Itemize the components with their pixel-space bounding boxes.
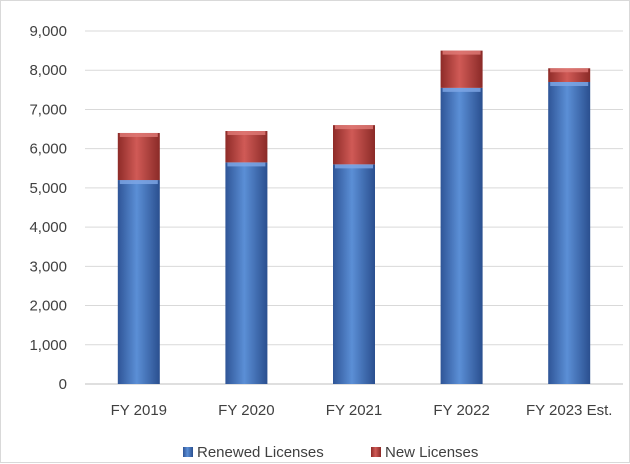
bar-highlight-new-4 <box>550 68 589 73</box>
x-tick-label: FY 2019 <box>111 402 167 419</box>
bar-renewed-0 <box>117 180 160 384</box>
bar-highlight-new-1 <box>227 131 266 136</box>
bar-highlight-new-3 <box>442 50 481 55</box>
legend-renewed-label: Renewed Licenses <box>197 444 324 461</box>
bar-new-1 <box>225 131 268 163</box>
y-tick-label: 5,000 <box>29 180 67 197</box>
legend: Renewed Licenses New Licenses <box>183 444 478 461</box>
y-tick-label: 1,000 <box>29 337 67 354</box>
bar-new-0 <box>117 132 160 181</box>
x-tick-label: FY 2022 <box>433 402 489 419</box>
bars <box>117 50 591 384</box>
y-tick-label: 7,000 <box>29 101 67 118</box>
legend-renewed: Renewed Licenses <box>183 444 324 461</box>
x-tick-label: FY 2021 <box>326 402 382 419</box>
bar-highlight-renewed-4 <box>550 81 589 86</box>
legend-new-label: New Licenses <box>385 444 478 461</box>
bar-highlight-new-2 <box>335 125 373 130</box>
legend-renewed-swatch <box>183 447 193 457</box>
bar-renewed-4 <box>548 81 591 384</box>
bar-highlight-renewed-0 <box>119 180 158 185</box>
legend-new: New Licenses <box>371 444 478 461</box>
bar-highlight-new-0 <box>119 132 158 137</box>
bar-renewed-2 <box>333 164 375 384</box>
y-tick-label: 0 <box>59 376 67 393</box>
bar-new-2 <box>333 125 375 165</box>
bar-highlight-renewed-3 <box>442 87 481 92</box>
y-tick-label: 6,000 <box>29 141 67 158</box>
bar-renewed-3 <box>440 87 483 384</box>
bar-highlight-renewed-1 <box>227 162 266 167</box>
x-tick-label: FY 2023 Est. <box>526 402 612 419</box>
y-tick-label: 3,000 <box>29 258 67 275</box>
y-tick-label: 4,000 <box>29 219 67 236</box>
tick-labels: 0 1,000 2,000 3,000 4,000 5,000 6,000 7,000 8,00… <box>29 23 612 419</box>
legend-new-swatch <box>371 447 381 457</box>
y-tick-label: 2,000 <box>29 298 67 315</box>
bar-new-3 <box>440 50 483 88</box>
y-tick-label: 9,000 <box>29 23 67 40</box>
bar-renewed-1 <box>225 162 268 384</box>
x-tick-label: FY 2020 <box>218 402 274 419</box>
y-tick-label: 8,000 <box>29 62 67 79</box>
bar-highlight-renewed-2 <box>335 164 373 169</box>
